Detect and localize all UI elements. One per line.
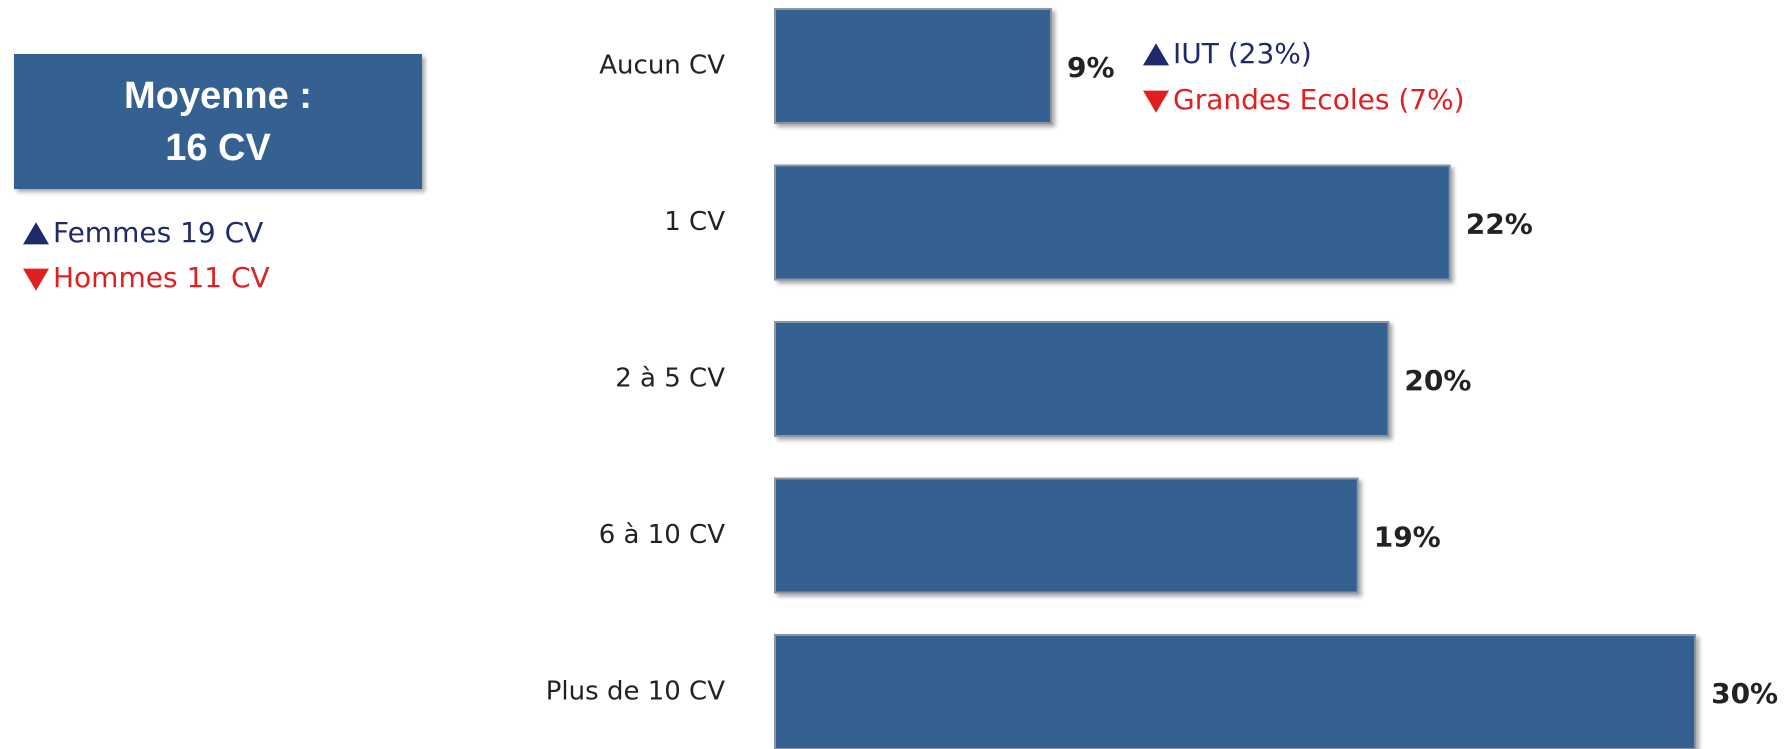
value-label: 30% [1711,677,1778,710]
category-label: Plus de 10 CV [546,677,725,707]
bar [774,321,1390,437]
value-label: 19% [1374,521,1441,554]
value-label: 20% [1404,364,1471,397]
note-marker [1143,43,1169,66]
note: Grandes Ecoles (7%) [1173,83,1465,116]
value-label: 9% [1067,51,1115,84]
note-marker [23,222,49,245]
summary-text: Moyenne : [124,75,312,117]
note: Femmes 19 CV [53,216,263,249]
bar [774,477,1359,594]
note-marker [1143,90,1169,113]
bar [774,8,1053,124]
note: IUT (23%) [1173,37,1312,70]
category-label: Aucun CV [599,51,725,81]
note-marker [23,268,49,291]
category-label: 1 CV [664,207,725,237]
value-label: 22% [1466,208,1533,241]
summary-box [14,54,422,189]
summary-text: 16 CV [165,127,271,169]
bar [774,634,1697,749]
bar [774,164,1451,281]
category-label: 6 à 10 CV [599,520,726,550]
category-label: 2 à 5 CV [615,364,725,394]
note: Hommes 11 CV [53,261,270,294]
